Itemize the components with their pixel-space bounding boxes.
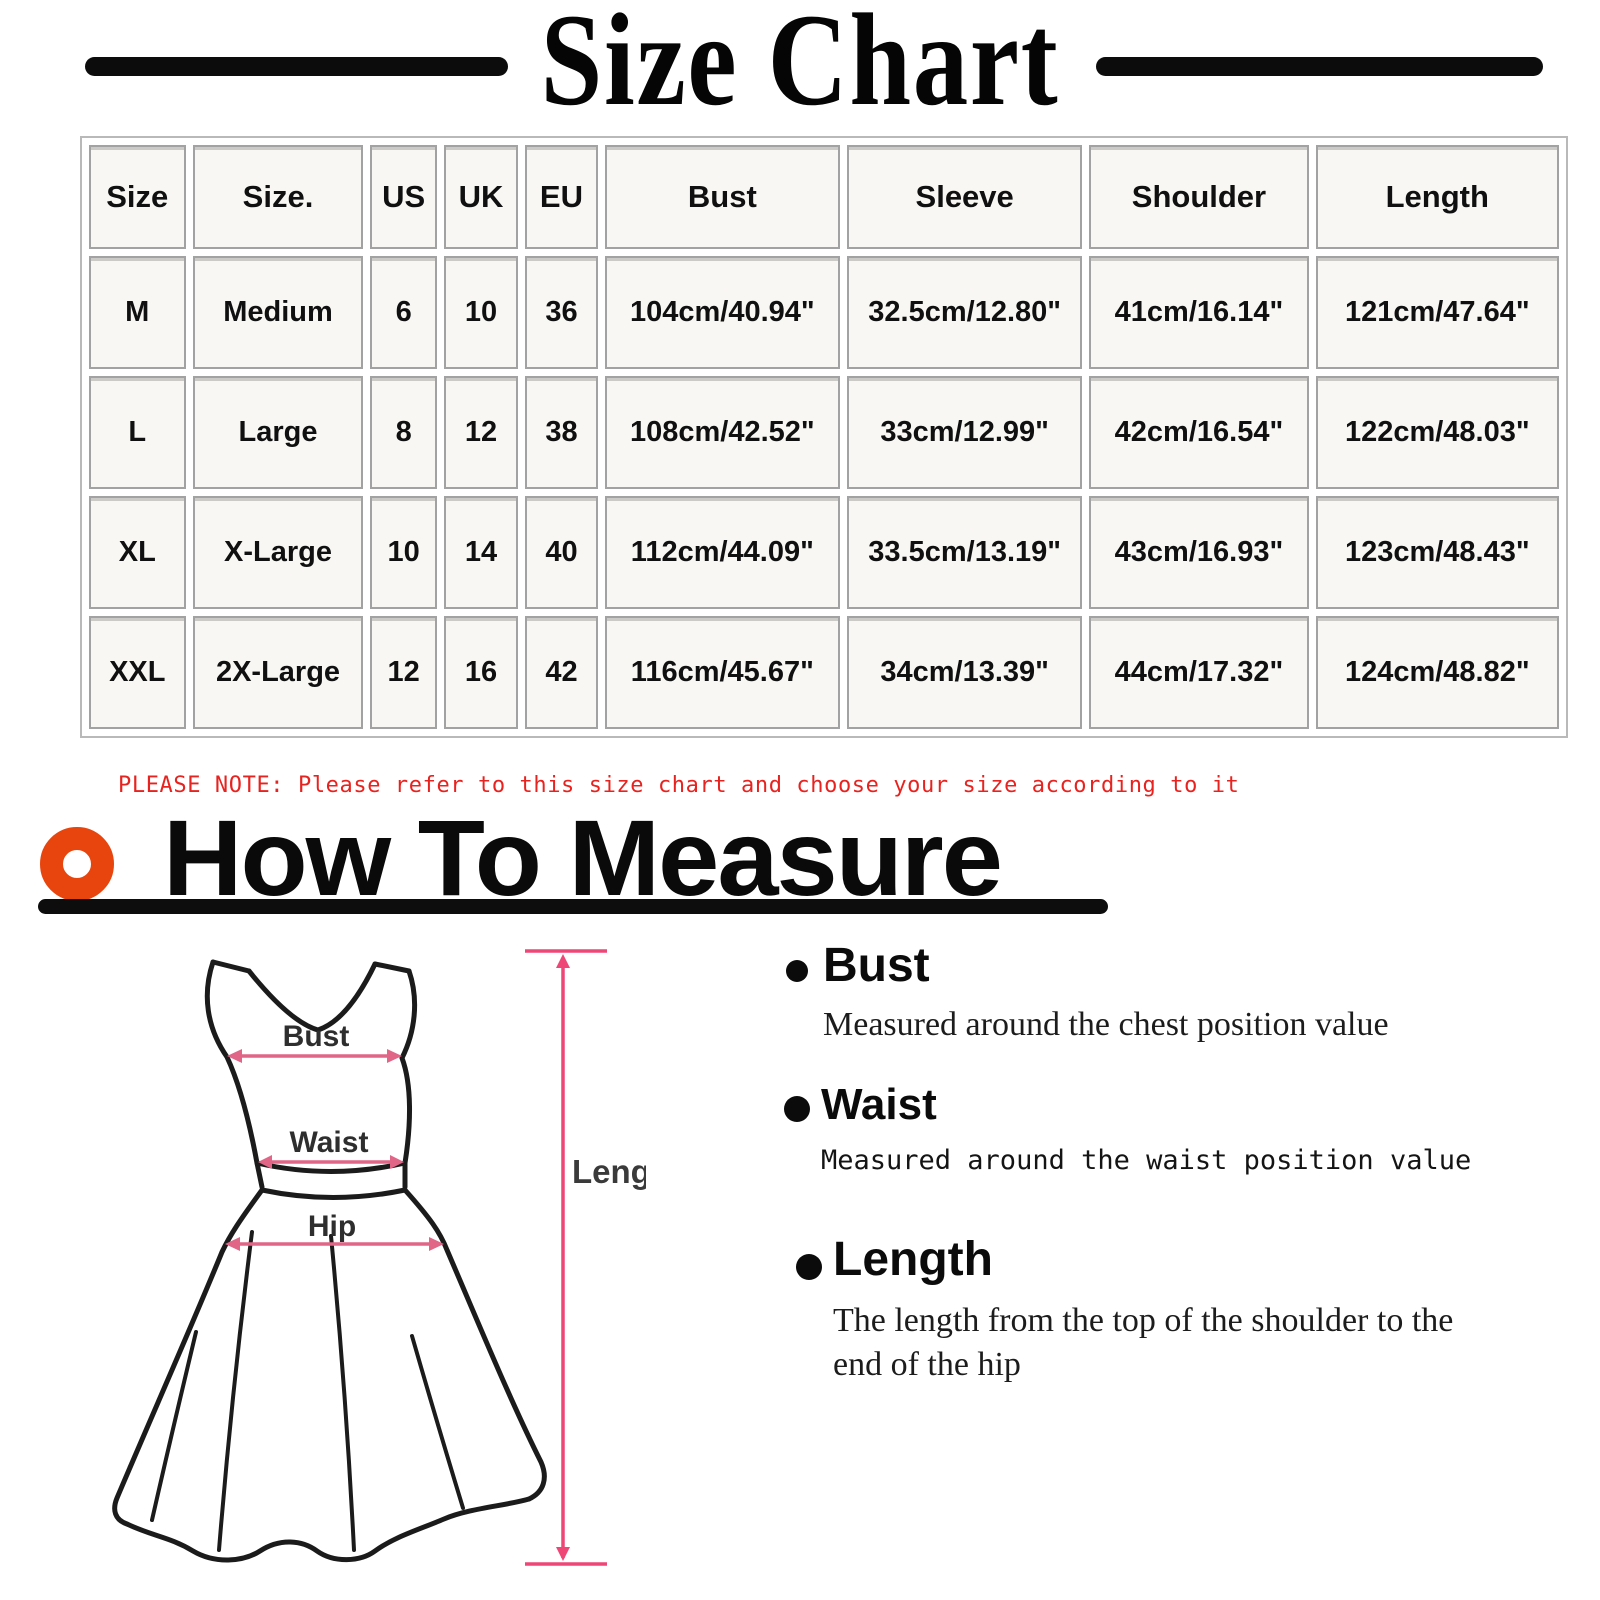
cell-sleeve: 34cm/13.39" xyxy=(847,616,1083,729)
measure-item-label: Length xyxy=(833,1233,993,1286)
cell-size-name: Medium xyxy=(192,256,364,369)
col-header-us: US xyxy=(370,145,437,249)
col-header-shoulder: Shoulder xyxy=(1089,145,1309,249)
title-right-rule xyxy=(1096,57,1543,76)
cell-bust: 108cm/42.52" xyxy=(604,376,840,489)
ring-icon xyxy=(40,827,114,901)
waist-arrow xyxy=(258,1155,404,1169)
bullet-icon xyxy=(796,1254,822,1280)
cell-eu: 36 xyxy=(525,256,598,369)
col-header-length: Length xyxy=(1315,145,1559,249)
col-header-sleeve: Sleeve xyxy=(847,145,1083,249)
cell-eu: 40 xyxy=(525,496,598,609)
table-row: L Large 8 12 38 108cm/42.52" 33cm/12.99"… xyxy=(89,376,1559,489)
cell-length: 124cm/48.82" xyxy=(1315,616,1559,729)
cell-shoulder: 44cm/17.32" xyxy=(1089,616,1309,729)
size-chart-table-wrap: Size Size. US UK EU Bust Sleeve Shoulder… xyxy=(80,136,1568,738)
cell-size-name: 2X-Large xyxy=(192,616,364,729)
cell-sleeve: 33cm/12.99" xyxy=(847,376,1083,489)
cell-length: 122cm/48.03" xyxy=(1315,376,1559,489)
col-header-bust: Bust xyxy=(604,145,840,249)
cell-size-name: Large xyxy=(192,376,364,489)
length-label: Length xyxy=(572,1153,646,1190)
how-to-measure-title: How To Measure xyxy=(163,798,1003,919)
cell-length: 121cm/47.64" xyxy=(1315,256,1559,369)
cell-uk: 10 xyxy=(443,256,519,369)
cell-us: 6 xyxy=(370,256,437,369)
cell-eu: 38 xyxy=(525,376,598,489)
measure-item-bust: Bust Measured around the chest position … xyxy=(786,938,1389,1047)
cell-uk: 12 xyxy=(443,376,519,489)
bullet-icon xyxy=(784,1096,810,1122)
dress-pleat-lines xyxy=(150,1230,465,1552)
table-row: M Medium 6 10 36 104cm/40.94" 32.5cm/12.… xyxy=(89,256,1559,369)
cell-us: 8 xyxy=(370,376,437,489)
cell-uk: 16 xyxy=(443,616,519,729)
waist-label: Waist xyxy=(290,1126,369,1159)
measure-item-label: Waist xyxy=(821,1080,937,1129)
length-line xyxy=(525,949,607,1566)
how-to-measure-underline xyxy=(38,899,1108,914)
cell-us: 10 xyxy=(370,496,437,609)
bust-arrow xyxy=(227,1049,402,1063)
cell-size: M xyxy=(89,256,186,369)
measure-item-length: Length The length from the top of the sh… xyxy=(796,1232,1505,1388)
cell-bust: 112cm/44.09" xyxy=(604,496,840,609)
measure-item-waist: Waist Measured around the waist position… xyxy=(784,1080,1471,1176)
dress-outline xyxy=(112,959,547,1563)
cell-sleeve: 33.5cm/13.19" xyxy=(847,496,1083,609)
measure-item-label: Bust xyxy=(823,939,930,992)
cell-uk: 14 xyxy=(443,496,519,609)
measure-item-description: Measured around the chest position value xyxy=(823,1006,1389,1044)
cell-length: 123cm/48.43" xyxy=(1315,496,1559,609)
hip-label: Hip xyxy=(308,1210,356,1243)
title-section: Size Chart xyxy=(0,0,1600,132)
col-header-size-name: Size. xyxy=(192,145,364,249)
measure-item-description: Measured around the waist position value xyxy=(821,1144,1472,1176)
cell-size: L xyxy=(89,376,186,489)
cell-us: 12 xyxy=(370,616,437,729)
table-header-row: Size Size. US UK EU Bust Sleeve Shoulder… xyxy=(89,145,1559,249)
cell-size-name: X-Large xyxy=(192,496,364,609)
col-header-size: Size xyxy=(89,145,186,249)
bust-label: Bust xyxy=(283,1020,350,1053)
bullet-icon xyxy=(786,960,808,982)
page-title: Size Chart xyxy=(540,0,1060,133)
cell-eu: 42 xyxy=(525,616,598,729)
col-header-eu: EU xyxy=(525,145,598,249)
cell-sleeve: 32.5cm/12.80" xyxy=(847,256,1083,369)
title-left-rule xyxy=(85,57,508,76)
size-chart-table: Size Size. US UK EU Bust Sleeve Shoulder… xyxy=(82,138,1566,736)
cell-bust: 116cm/45.67" xyxy=(604,616,840,729)
size-note: PLEASE NOTE: Please refer to this size c… xyxy=(118,773,1240,798)
cell-size: XL xyxy=(89,496,186,609)
table-row: XXL 2X-Large 12 16 42 116cm/45.67" 34cm/… xyxy=(89,616,1559,729)
cell-shoulder: 41cm/16.14" xyxy=(1089,256,1309,369)
cell-shoulder: 42cm/16.54" xyxy=(1089,376,1309,489)
cell-bust: 104cm/40.94" xyxy=(604,256,840,369)
hip-arrow xyxy=(225,1237,444,1251)
cell-shoulder: 43cm/16.93" xyxy=(1089,496,1309,609)
dress-measurement-diagram: Bust Waist Hip Length xyxy=(112,949,646,1566)
cell-size: XXL xyxy=(89,616,186,729)
table-row: XL X-Large 10 14 40 112cm/44.09" 33.5cm/… xyxy=(89,496,1559,609)
col-header-uk: UK xyxy=(443,145,519,249)
measure-item-description: The length from the top of the shoulder … xyxy=(833,1302,1454,1384)
